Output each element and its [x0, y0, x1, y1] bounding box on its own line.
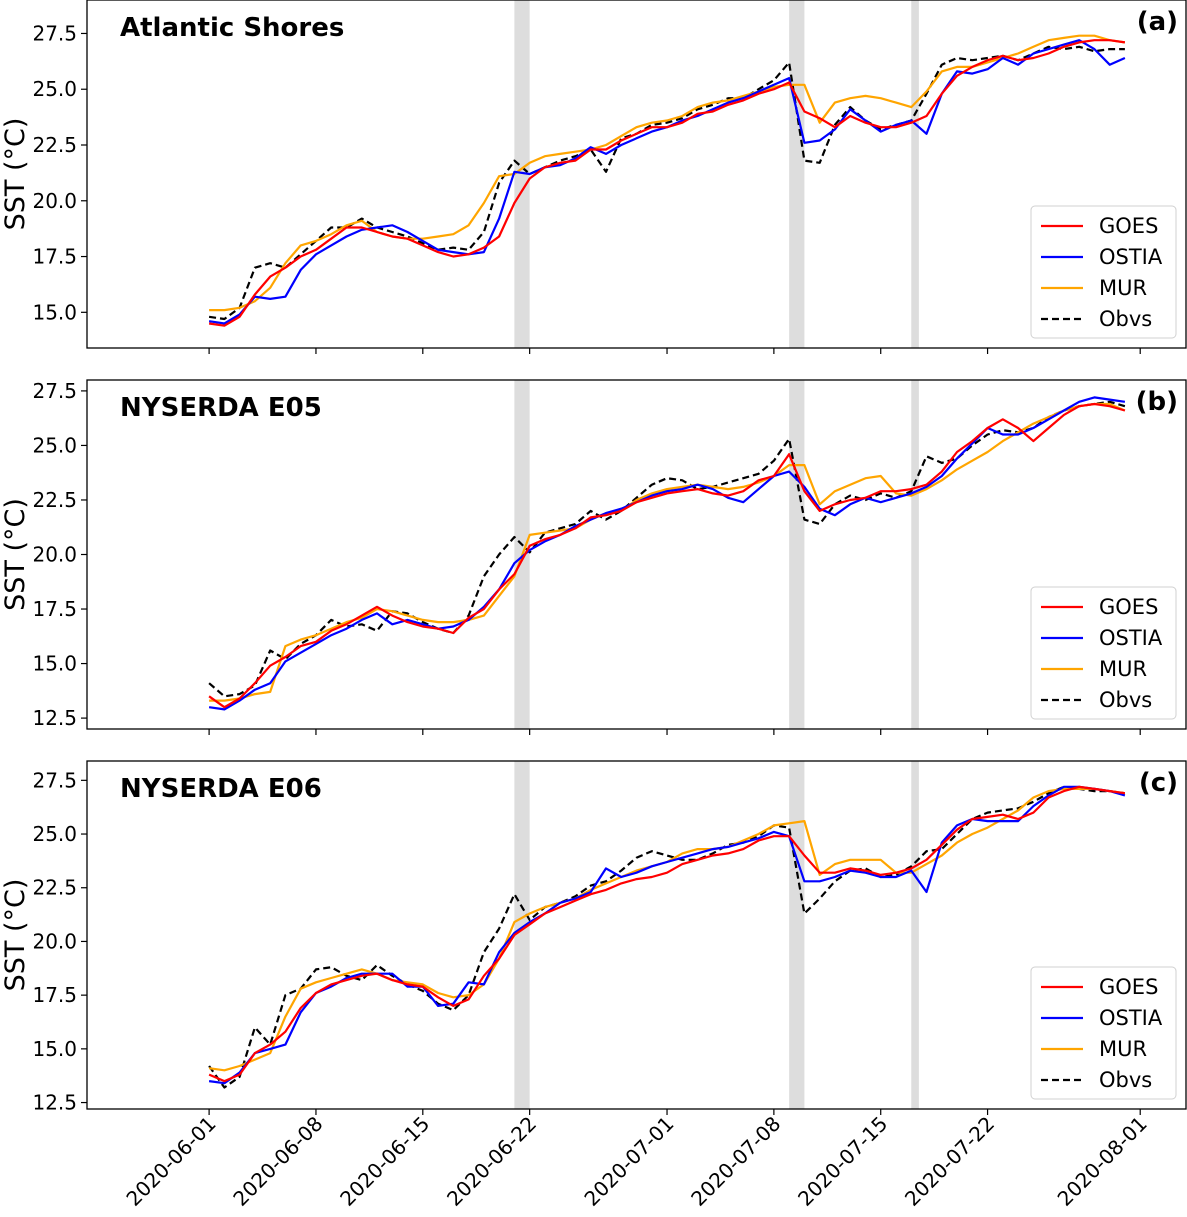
- y-tick-label: 22.5: [32, 876, 77, 900]
- y-tick-label: 20.0: [32, 189, 77, 213]
- series-line-ostia: [208, 396, 1126, 711]
- legend: GOES OSTIA MUR Obvs: [1030, 205, 1177, 339]
- legend-box: [1030, 586, 1177, 720]
- series-line-mur: [208, 787, 1126, 1072]
- panel-letter: (b): [1136, 387, 1178, 417]
- panel-title: NYSERDA E06: [120, 774, 322, 804]
- y-axis-label: SST (°C): [0, 118, 31, 231]
- x-tick-label: 2020-06-08: [228, 1112, 327, 1211]
- y-tick-label: 17.5: [32, 983, 77, 1007]
- x-tick-label: 2020-08-01: [1053, 1112, 1152, 1211]
- series-line-ostia: [208, 785, 1126, 1085]
- legend-label-goes: GOES: [1099, 595, 1158, 619]
- panel-letter: (c): [1139, 768, 1178, 798]
- x-tick-label: 2020-07-01: [579, 1112, 678, 1211]
- y-tick-label: 17.5: [32, 597, 77, 621]
- shaded-span: [514, 761, 530, 1109]
- series-group: [208, 396, 1126, 711]
- y-tick-label: 15.0: [32, 300, 77, 324]
- legend-box: [1030, 966, 1177, 1100]
- panel-letter: (a): [1137, 7, 1178, 37]
- y-tick-label: 27.5: [32, 768, 77, 792]
- shaded-span: [911, 761, 919, 1109]
- y-axis-label: SST (°C): [0, 879, 31, 992]
- legend: GOES OSTIA MUR Obvs: [1030, 586, 1177, 720]
- shaded-span: [911, 0, 919, 348]
- legend-label-obvs: Obvs: [1099, 1068, 1152, 1092]
- panel-1: 15.0 17.5 20.0 22.5 25.0 27.5 SST (°C) Atlantic…: [0, 0, 1187, 354]
- y-tick-label: 22.5: [32, 488, 77, 512]
- y-tick-label: 15.0: [32, 1037, 77, 1061]
- series-line-obvs: [208, 400, 1126, 698]
- legend-label-mur: MUR: [1099, 657, 1147, 681]
- y-tick-label: 12.5: [32, 1091, 77, 1115]
- x-tick-label: 2020-06-15: [335, 1112, 434, 1211]
- panel-title: Atlantic Shores: [120, 13, 344, 43]
- y-tick-label: 20.0: [32, 929, 77, 953]
- panel-2: 12.5 15.0 17.5 20.0 22.5 25.0 27.5 SST (°C) NYSE…: [0, 379, 1187, 735]
- series-line-obvs: [208, 785, 1126, 1089]
- series-line-obvs: [208, 45, 1125, 321]
- x-tick-label: 2020-06-01: [121, 1112, 220, 1211]
- series-line-goes: [208, 785, 1126, 1083]
- y-tick-label: 15.0: [32, 652, 77, 676]
- y-tick-label: 22.5: [32, 133, 77, 157]
- series-line-mur: [209, 34, 1126, 312]
- legend: GOES OSTIA MUR Obvs: [1030, 966, 1177, 1100]
- legend-label-obvs: Obvs: [1099, 688, 1152, 712]
- legend-label-mur: MUR: [1099, 276, 1147, 300]
- series-line-goes: [208, 402, 1126, 709]
- y-tick-label: 12.5: [32, 706, 77, 730]
- legend-label-obvs: Obvs: [1099, 307, 1152, 331]
- series-group: [208, 34, 1126, 327]
- shaded-span: [911, 380, 919, 729]
- y-tick-label: 17.5: [32, 245, 77, 269]
- x-tick-label: 2020-07-22: [900, 1112, 999, 1211]
- series-group: [208, 785, 1126, 1089]
- legend-label-ostia: OSTIA: [1099, 1006, 1163, 1030]
- legend-box: [1030, 205, 1177, 339]
- legend-label-goes: GOES: [1099, 975, 1158, 999]
- y-tick-label: 27.5: [32, 379, 77, 403]
- legend-label-ostia: OSTIA: [1099, 626, 1163, 650]
- y-tick-label: 25.0: [32, 433, 77, 457]
- series-line-ostia: [208, 39, 1126, 325]
- legend-label-goes: GOES: [1099, 214, 1158, 238]
- legend-label-ostia: OSTIA: [1099, 245, 1163, 269]
- y-tick-label: 25.0: [32, 77, 77, 101]
- shaded-span: [789, 761, 805, 1109]
- shaded-span: [789, 380, 805, 729]
- series-line-mur: [209, 402, 1126, 702]
- y-tick-label: 27.5: [32, 21, 77, 45]
- axes-frame: [86, 760, 1187, 1110]
- axes-frame: [86, 0, 1187, 349]
- y-tick-label: 20.0: [32, 543, 77, 567]
- legend-label-mur: MUR: [1099, 1037, 1147, 1061]
- x-tick-label: 2020-06-22: [442, 1112, 541, 1211]
- panel-title: NYSERDA E05: [120, 393, 322, 423]
- y-axis-label: SST (°C): [0, 498, 31, 611]
- x-tick-label: 2020-07-15: [793, 1112, 892, 1211]
- shaded-span: [789, 0, 805, 348]
- x-tick-label: 2020-07-08: [686, 1112, 785, 1211]
- y-tick-label: 25.0: [32, 822, 77, 846]
- series-line-goes: [208, 39, 1126, 327]
